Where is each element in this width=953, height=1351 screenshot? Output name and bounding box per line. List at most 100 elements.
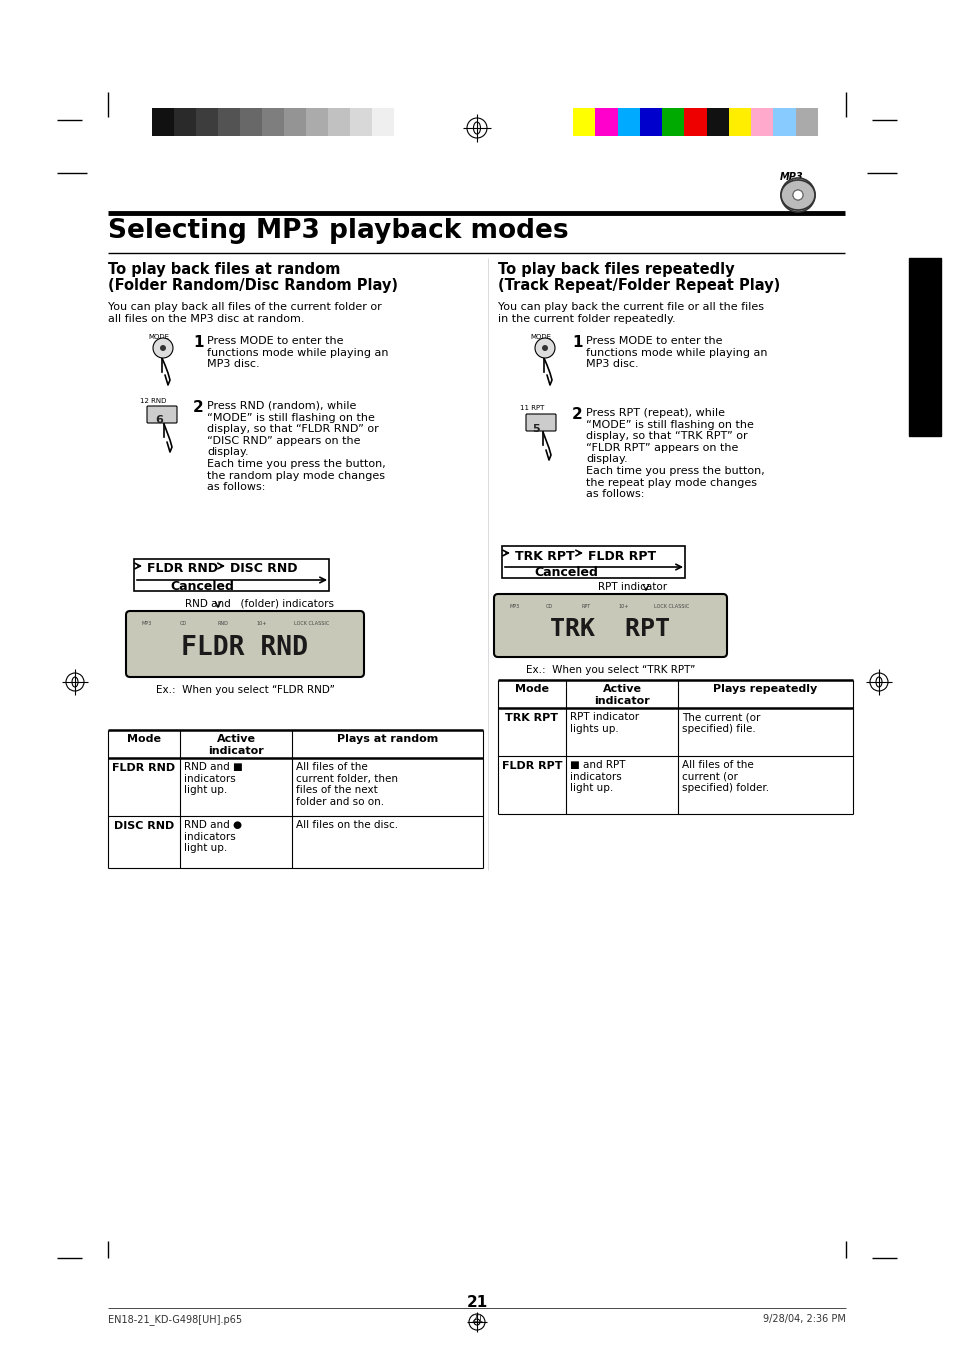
FancyBboxPatch shape — [126, 611, 364, 677]
Text: FLDR RPT: FLDR RPT — [501, 761, 561, 771]
Bar — [728, 108, 750, 136]
Text: All files of the
current folder, then
files of the next
folder and so on.: All files of the current folder, then fi… — [295, 762, 397, 807]
Text: 21: 21 — [466, 1296, 487, 1310]
Text: Active
indicator: Active indicator — [594, 684, 649, 705]
Text: RPT: RPT — [581, 604, 591, 609]
Text: FLDR RPT: FLDR RPT — [587, 550, 656, 562]
Text: You can play back the current file or all the files
in the current folder repeat: You can play back the current file or al… — [497, 303, 763, 324]
Bar — [908, 258, 940, 436]
Text: RND and ●
indicators
light up.: RND and ● indicators light up. — [184, 820, 242, 854]
Text: Canceled: Canceled — [170, 580, 233, 593]
Text: Plays at random: Plays at random — [336, 734, 437, 744]
Text: MP3: MP3 — [510, 604, 519, 609]
Text: Mode: Mode — [515, 684, 548, 694]
Text: RPT indicator: RPT indicator — [598, 582, 666, 592]
Text: 21: 21 — [471, 1315, 482, 1324]
Text: (Folder Random/Disc Random Play): (Folder Random/Disc Random Play) — [108, 278, 397, 293]
Bar — [394, 108, 416, 136]
Bar — [152, 108, 173, 136]
FancyBboxPatch shape — [525, 413, 556, 431]
Bar — [595, 108, 617, 136]
Text: To play back files repeatedly: To play back files repeatedly — [497, 262, 734, 277]
Text: 2: 2 — [572, 407, 582, 422]
Text: DISC RND: DISC RND — [230, 562, 297, 576]
Text: TRK RPT: TRK RPT — [515, 550, 574, 562]
Text: MODE: MODE — [148, 334, 169, 340]
Text: DISC RND: DISC RND — [113, 821, 174, 831]
Bar — [240, 108, 262, 136]
Bar — [195, 108, 218, 136]
Bar — [133, 559, 329, 590]
Bar — [773, 108, 795, 136]
Circle shape — [160, 345, 166, 351]
Text: ENGLISH: ENGLISH — [918, 317, 930, 376]
Text: FLDR RND: FLDR RND — [147, 562, 218, 576]
Text: Selecting MP3 playback modes: Selecting MP3 playback modes — [108, 218, 568, 245]
Bar — [573, 108, 595, 136]
Bar — [639, 108, 661, 136]
Bar — [284, 108, 306, 136]
Text: 12 RND: 12 RND — [140, 399, 166, 404]
Text: 6: 6 — [154, 415, 163, 426]
Text: TRK RPT: TRK RPT — [505, 713, 558, 723]
Ellipse shape — [781, 180, 814, 209]
Text: LOCK CLASSIC: LOCK CLASSIC — [654, 604, 688, 609]
Text: Press MODE to enter the
functions mode while playing an
MP3 disc.: Press MODE to enter the functions mode w… — [207, 336, 388, 369]
Bar — [501, 546, 684, 578]
Text: All files of the
current (or
specified) folder.: All files of the current (or specified) … — [681, 761, 768, 793]
Text: CD: CD — [180, 621, 187, 626]
Text: FLDR RND: FLDR RND — [181, 635, 308, 661]
Bar — [706, 108, 728, 136]
Text: (Track Repeat/Folder Repeat Play): (Track Repeat/Folder Repeat Play) — [497, 278, 780, 293]
Text: 5: 5 — [532, 424, 539, 434]
Bar — [306, 108, 328, 136]
Text: 10+: 10+ — [618, 604, 628, 609]
Text: 1: 1 — [193, 335, 203, 350]
Text: MP3: MP3 — [142, 621, 152, 626]
Text: Press RPT (repeat), while
“MODE” is still flashing on the
display, so that “TRK : Press RPT (repeat), while “MODE” is stil… — [585, 408, 764, 500]
Text: 11 RPT: 11 RPT — [519, 405, 544, 411]
Text: Canceled: Canceled — [534, 566, 598, 580]
Text: Press RND (random), while
“MODE” is still flashing on the
display, so that “FLDR: Press RND (random), while “MODE” is stil… — [207, 401, 385, 492]
Text: EN18-21_KD-G498[UH].p65: EN18-21_KD-G498[UH].p65 — [108, 1315, 242, 1325]
Text: RND and   (folder) indicators: RND and (folder) indicators — [185, 598, 334, 609]
Text: Active
indicator: Active indicator — [208, 734, 264, 755]
Bar — [661, 108, 683, 136]
Text: RND: RND — [218, 621, 229, 626]
Text: ■ and RPT
indicators
light up.: ■ and RPT indicators light up. — [569, 761, 625, 793]
Bar — [372, 108, 394, 136]
Bar — [173, 108, 195, 136]
FancyBboxPatch shape — [494, 594, 726, 657]
Bar — [683, 108, 706, 136]
Bar — [328, 108, 350, 136]
Text: 2: 2 — [193, 400, 204, 415]
Text: LOCK CLASSIC: LOCK CLASSIC — [294, 621, 329, 626]
Bar — [617, 108, 639, 136]
Text: FLDR RND: FLDR RND — [112, 763, 175, 773]
Circle shape — [541, 345, 547, 351]
Bar — [350, 108, 372, 136]
Circle shape — [535, 338, 555, 358]
Bar — [795, 108, 817, 136]
Bar — [262, 108, 284, 136]
Text: Mode: Mode — [127, 734, 161, 744]
Text: You can play back all files of the current folder or
all files on the MP3 disc a: You can play back all files of the curre… — [108, 303, 381, 324]
FancyBboxPatch shape — [147, 407, 177, 423]
Text: RPT indicator
lights up.: RPT indicator lights up. — [569, 712, 639, 734]
Text: MODE: MODE — [530, 334, 551, 340]
Text: 1: 1 — [572, 335, 582, 350]
Text: All files on the disc.: All files on the disc. — [295, 820, 397, 830]
Text: Ex.:  When you select “TRK RPT”: Ex.: When you select “TRK RPT” — [525, 665, 695, 676]
Circle shape — [792, 190, 802, 200]
Circle shape — [781, 178, 814, 212]
Circle shape — [152, 338, 172, 358]
Text: 9/28/04, 2:36 PM: 9/28/04, 2:36 PM — [762, 1315, 845, 1324]
Text: The current (or
specified) file.: The current (or specified) file. — [681, 712, 760, 734]
Bar — [750, 108, 773, 136]
Text: RND and ■
indicators
light up.: RND and ■ indicators light up. — [184, 762, 242, 796]
Circle shape — [792, 190, 802, 200]
Bar — [218, 108, 240, 136]
Text: TRK  RPT: TRK RPT — [550, 617, 670, 642]
Text: Plays repeatedly: Plays repeatedly — [713, 684, 817, 694]
Text: MP3: MP3 — [780, 172, 802, 182]
